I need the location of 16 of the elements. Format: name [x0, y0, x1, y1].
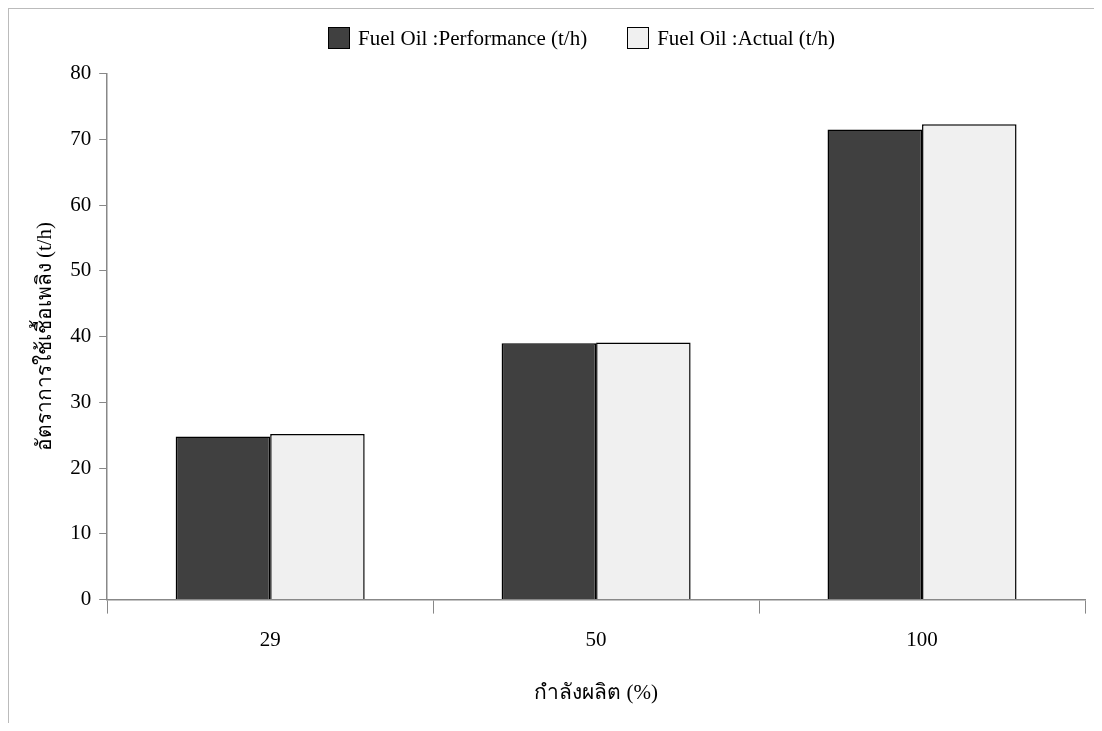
- y-tick-label: 0: [80, 586, 92, 611]
- legend-label: Fuel Oil :Performance (t/h): [357, 25, 588, 51]
- y-tick-label: 50: [70, 257, 92, 282]
- y-tick-label: 70: [70, 125, 92, 150]
- x-axis-title: กำลังผลิต (%): [534, 679, 658, 704]
- y-axis-title: อัตราการใช้เชื้อเพลิง (t/h): [29, 221, 57, 452]
- legend-label: Fuel Oil :Actual (t/h): [657, 25, 836, 51]
- y-tick-label: 80: [70, 60, 92, 85]
- y-tick-label: 30: [70, 388, 92, 413]
- x-tick-label: 29: [259, 626, 281, 651]
- y-tick-label: 60: [70, 191, 92, 216]
- x-tick-label: 50: [585, 626, 607, 651]
- y-tick-label: 10: [70, 520, 92, 545]
- x-tick-label: 100: [906, 626, 938, 651]
- y-tick-label: 40: [70, 323, 92, 348]
- y-tick-label: 20: [70, 454, 92, 479]
